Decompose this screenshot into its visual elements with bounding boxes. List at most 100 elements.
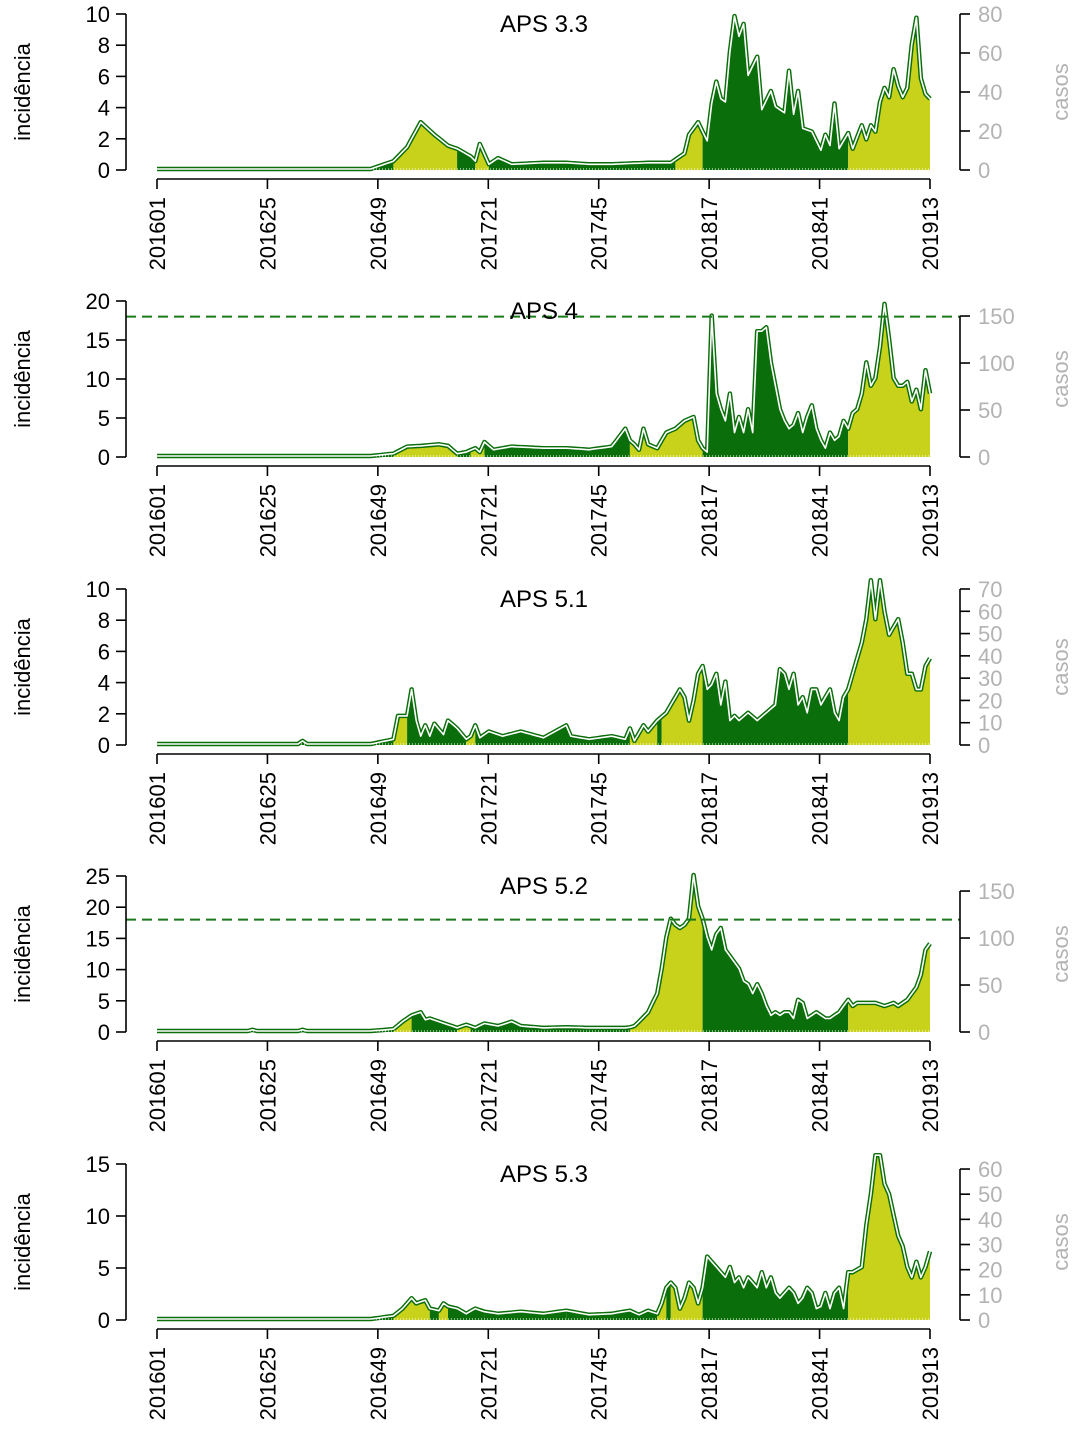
area-segment-dark-green (484, 429, 630, 457)
x-tick-label: 201625 (255, 1059, 280, 1132)
x-tick-label: 201649 (366, 772, 391, 845)
y-axis-right-label: casos (1048, 638, 1073, 695)
area-segment-dark-green (411, 1013, 458, 1032)
area-segment-yellow-green (848, 944, 930, 1032)
x-tick-label: 201841 (808, 772, 833, 845)
y-tick-label: 4 (98, 96, 110, 121)
area-segment-dark-green (593, 1311, 658, 1320)
y-tick-label: 20 (86, 895, 110, 920)
series-line (157, 303, 931, 457)
panel-5: APS 5.3051015incidência0102030405060caso… (10, 1152, 1073, 1420)
y-tick-label: 2 (98, 702, 110, 727)
y-tick-label: 25 (86, 864, 110, 889)
y-right-tick-label: 0 (978, 1020, 990, 1045)
x-tick-label: 201913 (918, 772, 943, 845)
y-tick-label: 6 (98, 64, 110, 89)
area-segment-yellow-green (848, 304, 930, 457)
y-right-tick-label: 50 (978, 398, 1002, 423)
chart-title: APS 3.3 (500, 11, 588, 38)
x-tick-label: 201841 (808, 1347, 833, 1420)
area-segment-dark-green (702, 1257, 849, 1320)
y-axis-label: incidência (10, 329, 35, 428)
x-tick-label: 201601 (145, 1347, 170, 1420)
x-tick-label: 201649 (366, 197, 391, 270)
y-right-tick-label: 10 (978, 711, 1002, 736)
panel-2: APS 4 0 5 10 15 20 incidência 0 50 100 150 casos 201… (10, 289, 1073, 557)
y-right-tick-label: 150 (978, 304, 1015, 329)
x-tick-label: 201625 (255, 197, 280, 270)
x-tick-label: 201649 (366, 484, 391, 557)
x-tick-label: 201745 (587, 197, 612, 270)
x-tick-label: 201817 (697, 1059, 722, 1132)
chart-title: APS 5.2 (500, 873, 588, 900)
y-tick-label: 8 (98, 608, 110, 633)
x-tick-label: 201913 (918, 1347, 943, 1420)
y-right-tick-label: 60 (978, 1157, 1002, 1182)
y-right-tick-label: 30 (978, 666, 1002, 691)
series-line (157, 15, 931, 170)
y-axis-right-label: casos (1048, 350, 1073, 407)
x-tick-label: 201745 (587, 484, 612, 557)
x-tick-label: 201649 (366, 1059, 391, 1132)
x-tick-label: 201721 (476, 484, 501, 557)
area-segment-yellow-green (393, 123, 458, 170)
y-tick-label: 10 (86, 2, 110, 27)
area-segment-dark-green (407, 690, 467, 745)
y-tick-label: 10 (86, 1204, 110, 1229)
x-tick-label: 201817 (697, 197, 722, 270)
y-right-tick-label: 10 (978, 1283, 1002, 1308)
y-tick-label: 5 (98, 989, 110, 1014)
y-right-tick-label: 0 (978, 445, 990, 470)
y-right-tick-label: 100 (978, 351, 1015, 376)
x-tick-label: 201721 (476, 1347, 501, 1420)
area-segment-yellow-green (629, 418, 703, 457)
y-right-tick-label: 40 (978, 80, 1002, 105)
area-segment-dark-green (702, 17, 849, 170)
y-tick-label: 0 (98, 158, 110, 183)
area-segment-yellow-green (661, 667, 703, 745)
y-axis-label: incidência (10, 1192, 35, 1291)
x-tick-label: 201625 (255, 484, 280, 557)
series-line (157, 1154, 931, 1320)
y-tick-label: 15 (86, 926, 110, 951)
x-tick-label: 201841 (808, 484, 833, 557)
x-tick-label: 201817 (697, 772, 722, 845)
y-right-tick-label: 50 (978, 1182, 1002, 1207)
y-right-tick-label: 20 (978, 119, 1002, 144)
x-tick-label: 201721 (476, 1059, 501, 1132)
x-tick-label: 201913 (918, 484, 943, 557)
x-tick-label: 201841 (808, 197, 833, 270)
area-segment-dark-green (657, 717, 662, 745)
x-tick-label: 201625 (255, 772, 280, 845)
y-axis-label: incidência (10, 42, 35, 141)
y-tick-label: 0 (98, 445, 110, 470)
y-tick-label: 10 (86, 367, 110, 392)
area-segment-yellow-green (848, 18, 930, 171)
y-axis-right-label: casos (1048, 925, 1073, 982)
area-segment-dark-green (702, 919, 849, 1032)
y-tick-label: 15 (86, 1152, 110, 1177)
x-tick-label: 201745 (587, 772, 612, 845)
x-tick-label: 201913 (918, 1059, 943, 1132)
area-segment-yellow-green (675, 123, 703, 170)
y-right-tick-label: 20 (978, 688, 1002, 713)
area-segment-yellow-green (629, 876, 703, 1032)
x-tick-label: 201817 (697, 484, 722, 557)
x-tick-label: 201817 (697, 1347, 722, 1420)
x-tick-label: 201649 (366, 1347, 391, 1420)
y-tick-label: 15 (86, 328, 110, 353)
y-tick-label: 0 (98, 1020, 110, 1045)
x-tick-label: 201841 (808, 1059, 833, 1132)
y-right-tick-label: 50 (978, 973, 1002, 998)
x-tick-label: 201601 (145, 772, 170, 845)
area-segment-yellow-green (393, 1299, 430, 1320)
y-right-tick-label: 40 (978, 1207, 1002, 1232)
area-segment-dark-green (666, 1283, 671, 1320)
x-tick-label: 201721 (476, 197, 501, 270)
y-axis-right-label: casos (1048, 63, 1073, 120)
area-segment-dark-green (488, 159, 676, 170)
panel-3: APS 5.10246810incidência010203040506070c… (10, 577, 1073, 845)
series-line (157, 874, 931, 1032)
y-axis-label: incidência (10, 904, 35, 1003)
